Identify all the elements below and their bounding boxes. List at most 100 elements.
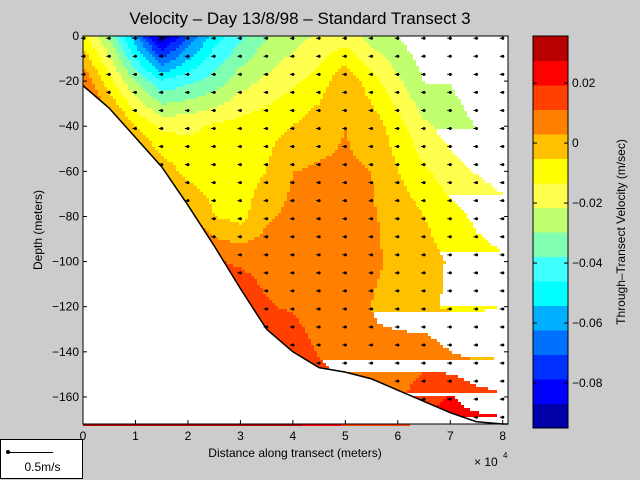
contour-band-cell (122, 45, 128, 48)
station-point (422, 325, 426, 329)
station-point (370, 199, 374, 203)
contour-band-cell (401, 174, 434, 177)
contour-band-cell (161, 129, 200, 132)
contour-band-cell (233, 48, 257, 51)
contour-band-cell (119, 57, 128, 60)
contour-band-cell (380, 234, 431, 237)
contour-band-cell (392, 66, 419, 69)
station-point (501, 145, 505, 149)
contour-band-cell (227, 261, 383, 264)
contour-band-cell (227, 57, 251, 60)
contour-band-cell (152, 63, 161, 66)
contour-band-cell (137, 57, 146, 60)
contour-band-cell (245, 63, 278, 66)
station-point (501, 163, 505, 167)
contour-band-cell (410, 96, 458, 99)
contour-band-cell (143, 42, 149, 45)
contour-band-cell (380, 222, 428, 225)
contour-band-cell (413, 198, 452, 201)
contour-band-cell (425, 162, 464, 165)
station-point (265, 126, 269, 130)
colorbar-band (533, 134, 568, 159)
contour-band-cell (212, 207, 251, 210)
contour-band-cell (362, 162, 395, 165)
station-point (370, 108, 374, 112)
station-point (317, 163, 321, 167)
station-point (370, 289, 374, 293)
contour-band-cell (143, 36, 149, 39)
contour-band-cell (209, 36, 224, 39)
contour-band-cell (323, 96, 368, 99)
colorbar-band (533, 183, 568, 208)
contour-band-cell (293, 177, 371, 180)
station-point (422, 90, 426, 94)
contour-band-cell (377, 210, 422, 213)
station-point (265, 307, 269, 311)
contour-band-cell (359, 159, 395, 162)
station-point (317, 253, 321, 257)
station-point (317, 54, 321, 58)
y-axis-label: Depth (meters) (31, 190, 45, 270)
contour-band-cell (251, 111, 308, 114)
station-point (265, 108, 269, 112)
contour-band-cell (137, 96, 152, 99)
contour-band-cell (212, 255, 383, 258)
contour-band-cell (263, 174, 293, 177)
contour-band-cell (347, 66, 368, 69)
contour-band-cell (257, 183, 290, 186)
contour-band-cell (407, 129, 437, 132)
contour-band-cell (401, 114, 422, 117)
contour-band-cell (272, 147, 338, 150)
contour-band-cell (254, 330, 305, 333)
contour-band-cell (122, 108, 134, 111)
contour-band-cell (134, 93, 149, 96)
contour-band-cell (320, 159, 359, 162)
contour-band-cell (131, 51, 140, 54)
station-point (475, 271, 479, 275)
station-point (370, 217, 374, 221)
station-point (475, 181, 479, 185)
contour-band-cell (122, 60, 131, 63)
colorbar-band (533, 330, 568, 355)
station-point (212, 199, 216, 203)
contour-band-cell (389, 96, 410, 99)
station-point (186, 108, 190, 112)
contour-band-cell (239, 66, 275, 69)
contour-band-cell (422, 213, 467, 216)
station-point (317, 361, 321, 365)
y-tick-label: −60 (59, 164, 80, 178)
contour-band-cell (176, 57, 191, 60)
station-point (238, 271, 242, 275)
contour-band-cell (305, 78, 332, 81)
contour-band-cell (110, 93, 122, 96)
contour-band-cell (260, 285, 377, 288)
contour-band-cell (143, 132, 176, 135)
contour-band-cell (290, 186, 374, 189)
contour-band-cell (113, 45, 122, 48)
contour-band-cell (173, 162, 269, 165)
contour-band-cell (368, 42, 404, 45)
contour-band-cell (377, 282, 443, 285)
station-point (238, 217, 242, 221)
contour-band-cell (152, 39, 158, 42)
contour-band-cell (365, 87, 386, 90)
station-point (343, 54, 347, 58)
contour-band-cell (140, 129, 161, 132)
contour-band-cell (302, 324, 383, 327)
contour-band-cell (290, 90, 326, 93)
contour-band-cell (98, 72, 110, 75)
colorbar: 0.02 0 −0.02 −0.04 −0.06 −0.08 (532, 35, 603, 429)
station-point (133, 72, 137, 76)
contour-band-cell (260, 177, 293, 180)
station-point (396, 343, 400, 347)
contour-band-cell (245, 219, 272, 222)
contour-band-cell (386, 132, 410, 135)
station-point (343, 289, 347, 293)
station-point (475, 343, 479, 347)
contour-band-cell (383, 264, 443, 267)
station-point (396, 253, 400, 257)
contour-band-cell (203, 225, 266, 228)
contour-band-cell (257, 282, 377, 285)
station-point (475, 397, 479, 401)
station-point (422, 217, 426, 221)
